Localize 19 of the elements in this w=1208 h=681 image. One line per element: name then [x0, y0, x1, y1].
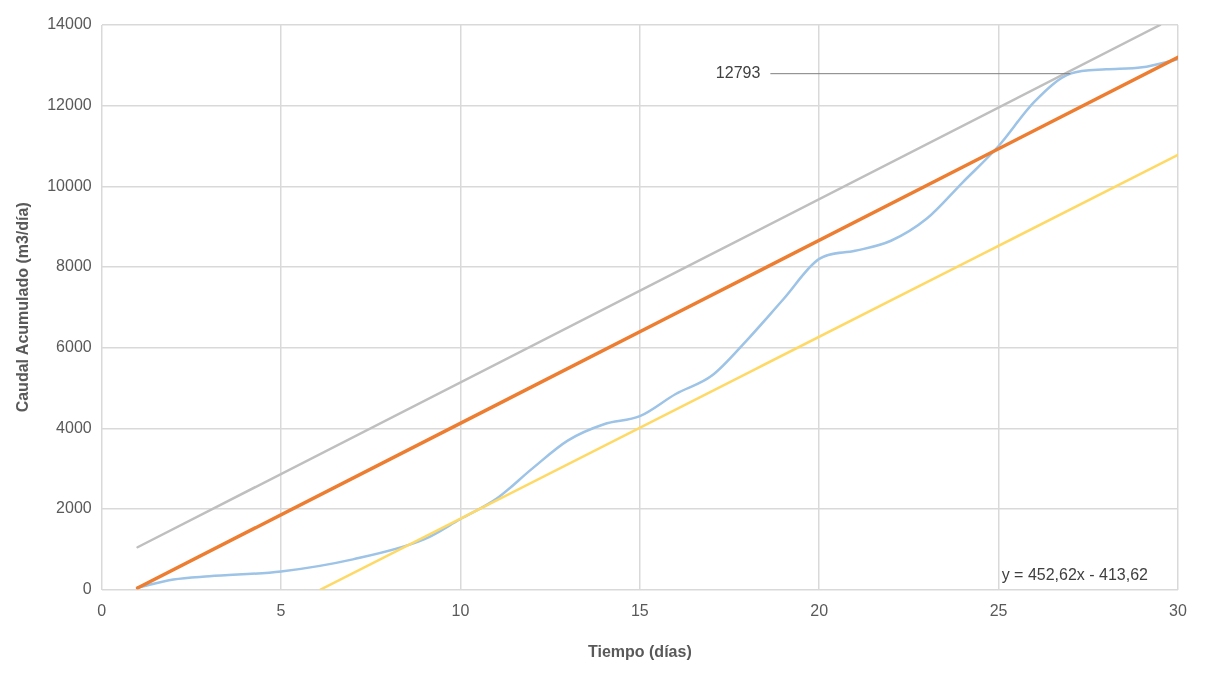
y-tick-label: 6000	[56, 338, 92, 356]
y-tick-label: 8000	[56, 257, 92, 275]
x-tick-label: 20	[810, 601, 829, 619]
annotation: y = 452,62x - 413,62	[1001, 566, 1149, 584]
x-tick-label: 30	[1169, 601, 1187, 619]
y-tick-label: 2000	[56, 499, 92, 517]
y-tick-label: 12000	[47, 96, 92, 114]
x-tick-label: 5	[276, 601, 286, 619]
x-tick-label: 15	[630, 601, 649, 619]
annotation: 12793	[715, 64, 761, 82]
y-tick-label: 4000	[56, 418, 92, 436]
y-tick-label: 10000	[47, 176, 92, 194]
x-axis-title: Tiempo (días)	[587, 642, 692, 660]
x-tick-label: 25	[989, 601, 1008, 619]
y-axis-title: Caudal Acumulado (m3/día)	[14, 202, 32, 413]
x-tick-label: 10	[451, 601, 470, 619]
y-tick-label: 14000	[47, 15, 92, 33]
y-tick-label: 0	[82, 580, 92, 598]
x-tick-label: 0	[97, 601, 107, 619]
